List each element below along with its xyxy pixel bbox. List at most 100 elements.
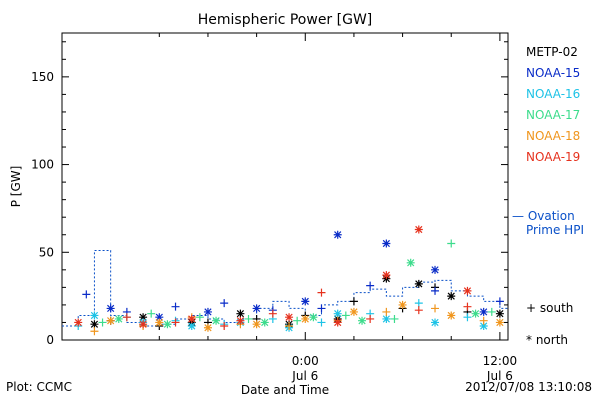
noaa-17-south-point [447,239,456,248]
noaa-18-north-point [447,311,456,320]
noaa-17-north-point [114,314,123,323]
noaa-15-south-point [366,281,375,290]
legend-north-marker: * north [526,333,568,347]
x-tick-time-label: 0:00 [292,354,319,368]
noaa-16-north-point [479,321,488,330]
noaa-19-north-point [236,316,245,325]
noaa-15-north-point [431,265,440,274]
noaa-17-south-point [487,307,496,316]
noaa-15-north-point [155,313,164,322]
noaa-19-south-point [463,302,472,311]
metp-02-north-point [495,309,504,318]
noaa-15-north-point [577,318,585,326]
noaa-19-south-point [268,309,277,318]
noaa-19-north-point [561,315,569,323]
noaa-18-north-point [398,300,407,309]
noaa-18-north-point [106,316,115,325]
noaa-17-north-point [260,318,269,327]
noaa-15-north-point [203,307,212,316]
noaa-19-south-point [317,288,326,297]
y-tick-label: 150 [31,70,54,84]
x-axis-label: Date and Time [241,383,329,397]
noaa-18-north-point [203,323,212,332]
noaa-18-north-point [301,314,310,323]
noaa-16-north-point [382,314,391,323]
noaa-18-north-point [349,307,358,316]
noaa-15-south-point [495,297,504,306]
metp-02-north-point [236,309,245,318]
noaa-18-north-point [155,318,164,327]
noaa-19-south-point [414,306,423,315]
noaa-16-north-point [431,318,440,327]
noaa-17-south-point [98,318,107,327]
metp-02-north-point [545,315,553,323]
metp-02-north-point [593,306,600,314]
noaa-15-south-point [171,302,180,311]
noaa-17-south-point [244,314,253,323]
noaa-19-south-point [122,313,131,322]
noaa-17-south-point [390,314,399,323]
noaa-18-south-point [382,307,391,316]
noaa-15-north-point [106,304,115,313]
y-tick-label: 0 [46,333,54,347]
noaa-19-north-point [382,271,391,280]
noaa-16-south-point [561,315,569,323]
noaa-19-north-point [139,320,148,329]
noaa-15-south-point [220,299,229,308]
y-axis-label: P [GW] [9,166,23,208]
legend-hpi-line1: — Ovation [512,209,575,223]
noaa-17-north-point [212,316,221,325]
noaa-19-north-point [285,313,294,322]
noaa-19-south-point [512,317,520,325]
noaa-17-south-point [341,311,350,320]
noaa-19-north-point [512,318,520,326]
noaa-17-north-point [406,258,415,267]
noaa-16-north-point [90,311,99,320]
legend-noaa-15: NOAA-15 [526,66,580,80]
noaa-16-south-point [463,313,472,322]
noaa-17-north-point [520,315,528,323]
plot-source-label: Plot: CCMC [6,380,72,394]
noaa-16-north-point [187,321,196,330]
chart-title: Hemispheric Power [GW] [198,12,373,28]
noaa-19-north-point [74,318,83,327]
metp-02-south-point [349,297,358,306]
noaa-16-north-point [577,322,585,330]
noaa-19-south-point [366,314,375,323]
noaa-17-north-point [358,316,367,325]
noaa-16-north-point [528,317,536,325]
noaa-16-north-point [333,309,342,318]
noaa-18-north-point [593,304,600,312]
hpi-line [62,250,508,327]
noaa-15-north-point [252,304,261,313]
noaa-18-south-point [285,321,294,330]
noaa-17-south-point [293,316,302,325]
noaa-19-south-point [220,321,229,330]
legend-noaa-16: NOAA-16 [526,87,580,101]
noaa-17-north-point [163,320,172,329]
legend-hpi-line2: Prime HPI [526,223,584,237]
noaa-15-south-point [317,304,326,313]
x-tick-time-label: 12:00 [483,354,518,368]
legend-noaa-19: NOAA-19 [526,150,580,164]
noaa-17-north-point [569,318,577,326]
generation-timestamp: 2012/07/08 13:10:08 [465,380,592,394]
y-tick-label: 100 [31,158,54,172]
noaa-15-north-point [333,230,342,239]
noaa-15-north-point [382,239,391,248]
noaa-17-south-point [585,310,593,318]
legend-south-marker: + south [526,301,573,315]
noaa-18-south-point [90,327,99,336]
x-tick-date-label: Jul 6 [486,369,513,383]
legend-metp-02: METP-02 [526,45,578,59]
noaa-19-north-point [187,314,196,323]
x-tick-date-label: Jul 6 [291,369,318,383]
data-markers [74,225,600,336]
noaa-16-south-point [414,299,423,308]
noaa-18-south-point [577,311,585,319]
noaa-18-north-point [252,320,261,329]
metp-02-north-point [447,292,456,301]
noaa-15-south-point [82,290,91,299]
